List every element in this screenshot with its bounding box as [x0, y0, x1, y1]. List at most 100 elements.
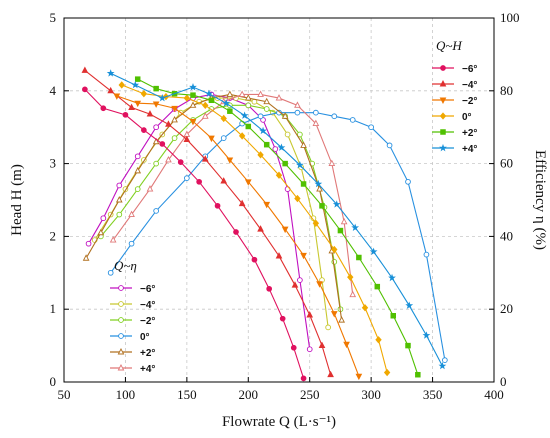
head-point: [220, 177, 228, 184]
efficiency-point: [116, 182, 123, 189]
head-legend-marker: [439, 112, 447, 120]
head-point: [100, 105, 107, 112]
efficiency-point: [405, 178, 411, 185]
efficiency-series-2: [98, 102, 344, 313]
head-line: [84, 69, 332, 375]
head-point: [300, 252, 307, 260]
head-point: [263, 141, 270, 148]
head-series-2: [113, 93, 363, 381]
head-point: [375, 336, 382, 344]
efficiency-point: [328, 159, 336, 167]
head-series-4: [134, 76, 421, 378]
head-point: [189, 118, 197, 126]
head-point: [356, 254, 362, 261]
efficiency-legend-label: −2°: [140, 316, 155, 327]
plot-frame: [63, 17, 495, 383]
head-point: [183, 135, 191, 143]
efficiency-line: [88, 93, 311, 350]
head-point: [208, 97, 215, 104]
efficiency-point: [146, 185, 154, 192]
x-tick-label: 100: [116, 387, 136, 402]
efficiency-point: [152, 137, 160, 145]
head-point: [319, 203, 325, 209]
head-point: [275, 171, 283, 179]
head-point: [257, 151, 264, 159]
head-point: [238, 199, 246, 207]
head-series-5: [106, 69, 447, 370]
efficiency-point: [238, 90, 246, 97]
head-legend-marker: [440, 65, 446, 71]
head-point: [134, 76, 141, 82]
head-point: [183, 94, 191, 102]
efficiency-point: [338, 316, 345, 323]
head-point: [141, 127, 147, 133]
efficiency-point: [201, 112, 209, 119]
head-legend-title: Q~H: [436, 38, 462, 53]
head-point: [251, 256, 258, 263]
head-point: [208, 135, 215, 143]
y2-tick-label: 0: [500, 374, 507, 389]
efficiency-line: [110, 112, 446, 361]
efficiency-point: [128, 240, 135, 247]
head-point: [361, 304, 369, 312]
head-legend-label: −4°: [462, 80, 477, 91]
head-point: [177, 159, 184, 165]
efficiency-point: [82, 254, 90, 261]
head-point: [279, 315, 286, 322]
head-point: [222, 99, 231, 107]
head-point: [290, 344, 297, 351]
head-point: [312, 219, 320, 227]
efficiency-point: [165, 155, 172, 163]
x-tick-label: 250: [300, 387, 320, 402]
head-point: [153, 85, 159, 92]
efficiency-point: [284, 131, 291, 138]
head-line: [137, 78, 419, 375]
efficiency-legend-marker: [118, 333, 124, 339]
head-point: [146, 110, 154, 117]
head-point: [152, 101, 160, 108]
head-legend-marker: [439, 97, 447, 104]
head-point: [405, 342, 411, 349]
head-point: [277, 143, 286, 151]
head-point: [189, 83, 197, 91]
y2-tick-label: 20: [500, 301, 513, 316]
efficiency-point: [220, 135, 227, 141]
efficiency-point: [257, 90, 264, 97]
legend-efficiency: Q~η−6° −4° −2° 0° +2° +4°: [110, 258, 155, 375]
head-point: [158, 93, 167, 102]
head-point: [226, 157, 234, 164]
head-legend-label: +4°: [462, 144, 477, 155]
head-point: [390, 313, 397, 319]
head-point: [300, 375, 307, 382]
efficiency-line: [94, 97, 329, 328]
head-point: [316, 281, 323, 288]
head-point: [131, 80, 140, 89]
efficiency-legend-marker: [118, 317, 124, 323]
efficiency-point: [297, 277, 303, 283]
efficiency-series-0: [85, 91, 313, 353]
head-point: [244, 179, 252, 186]
head-point: [140, 90, 148, 98]
efficiency-point: [226, 90, 234, 97]
head-point: [295, 160, 304, 169]
y-axis-title: Head H (m): [9, 164, 25, 236]
head-point: [159, 141, 166, 147]
y2-tick-label: 60: [500, 156, 513, 171]
efficiency-point: [300, 141, 307, 148]
efficiency-point: [306, 346, 313, 353]
head-point: [106, 69, 115, 77]
efficiency-point: [442, 357, 448, 364]
efficiency-point: [331, 113, 338, 120]
efficiency-point: [109, 236, 117, 243]
efficiency-point: [423, 251, 430, 258]
efficiency-point: [153, 160, 159, 167]
head-point: [347, 273, 354, 281]
head-line: [84, 88, 305, 379]
efficiency-point: [313, 109, 319, 116]
ticks: 50 100 150 200 250 300 350 40001234502040608010…: [50, 10, 520, 402]
efficiency-point: [134, 186, 141, 192]
series-area: [81, 66, 448, 382]
efficiency-series-4: [82, 90, 345, 323]
head-point: [438, 361, 447, 370]
